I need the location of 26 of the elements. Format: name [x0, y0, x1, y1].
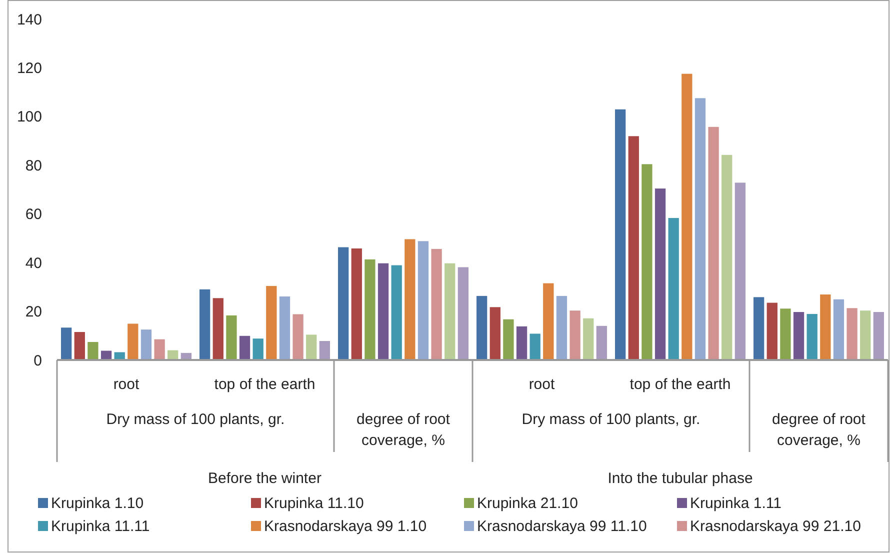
legend-label: Krupinka 21.10 — [477, 495, 578, 512]
text: Dry mass of 100 plants, gr. — [106, 411, 285, 428]
y-tick-label: 60 — [25, 206, 42, 224]
legend-label: Krasnodarskaya 99 21.10 — [690, 518, 861, 535]
legend-label: Krupinka 1.10 — [51, 495, 144, 512]
text: Before the winter — [208, 470, 322, 487]
x-tick-label: root — [528, 376, 556, 393]
x-tick-label: top of the earth — [630, 376, 731, 393]
y-tick-label: 40 — [25, 254, 42, 272]
legend-label: Krupinka 11.11 — [51, 518, 150, 535]
y-tick-label: 0 — [34, 352, 42, 370]
text: Dry mass of 100 plants, gr. — [522, 411, 700, 428]
legend-label: Krupinka 1.11 — [690, 495, 782, 512]
y-tick-label: 80 — [25, 157, 42, 174]
text: degree of root coverage, % — [356, 411, 451, 449]
y-tick-label: 140 — [16, 11, 42, 28]
legend-label: Krupinka 11.10 — [264, 495, 364, 512]
y-tick-label: 20 — [25, 304, 42, 321]
x-tick-label: top of the earth — [214, 376, 316, 393]
text: degree of root coverage, % — [772, 411, 866, 449]
y-tick-label: 100 — [16, 108, 42, 126]
y-tick-label: 120 — [16, 60, 42, 77]
x-tick-label: root — [113, 376, 140, 393]
legend-label: Krasnodarskaya 99 11.10 — [477, 518, 647, 535]
text: Into the tubular phase — [608, 470, 753, 487]
legend-label: Krasnodarskaya 99 1.10 — [264, 518, 427, 535]
